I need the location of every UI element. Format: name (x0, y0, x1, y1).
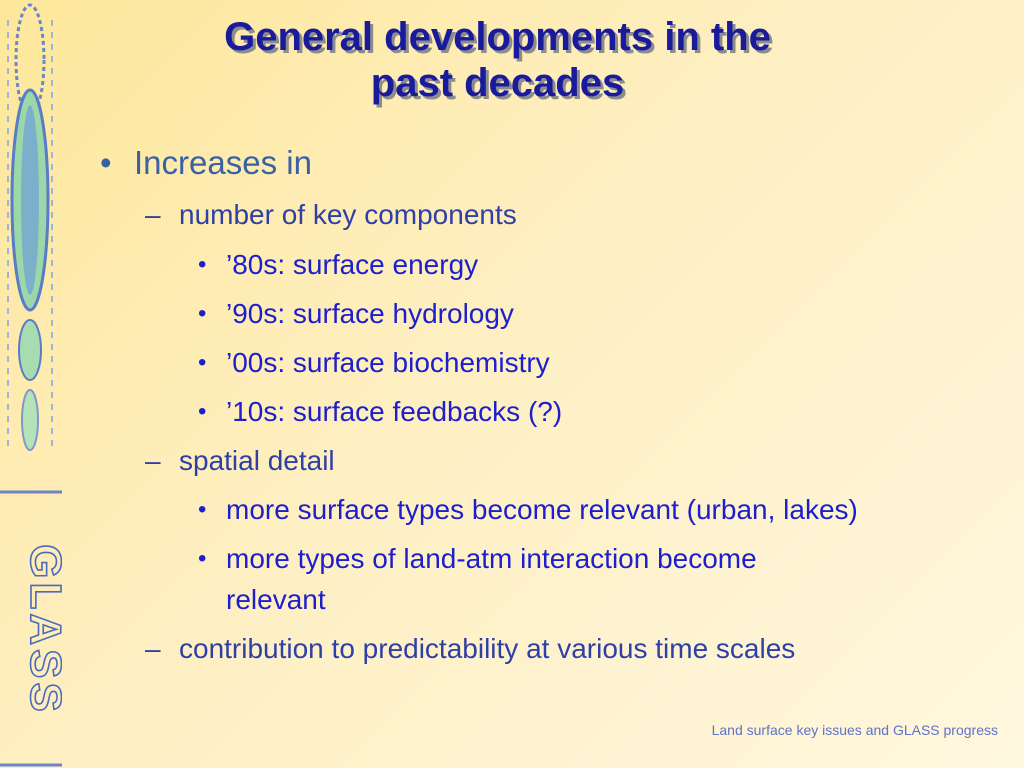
title-line-2: past decades (370, 61, 625, 105)
bullet-marker: • (198, 251, 207, 278)
sub-sub-bullet-text: ’80s: surface energy (226, 249, 479, 280)
title-line-1: General developments in the (224, 15, 771, 59)
sub-sub-bullet-text: more types of land-atm interaction becom… (226, 543, 757, 574)
sub-sub-bullet-text: ’10s: surface feedbacks (?) (226, 396, 563, 427)
sub-sub-bullet-text: ’00s: surface biochemistry (226, 347, 550, 378)
slide-footer: Land surface key issues and GLASS progre… (711, 722, 998, 738)
bullet-marker: • (198, 349, 207, 376)
side-decoration: GLASS (0, 3, 62, 767)
sub-bullet-text: number of key components (179, 199, 517, 230)
globe-decoration-icon (7, 3, 53, 451)
sub-bullet-text: contribution to predictability at variou… (179, 633, 796, 664)
glass-logo: GLASS (21, 544, 62, 716)
sub-sub-bullet-text: more surface types become relevant (urba… (226, 494, 858, 525)
sub-sub-bullet-text: ’90s: surface hydrology (226, 298, 514, 329)
bullet-marker: • (198, 496, 207, 523)
sub-sub-bullet-text: relevant (226, 584, 326, 615)
dash-marker: – (145, 199, 161, 230)
bullet-marker: • (198, 398, 207, 425)
bullet-marker: • (198, 300, 207, 327)
sub-bullet-text: spatial detail (179, 445, 335, 476)
bullet-marker: • (100, 144, 112, 181)
bullet-marker: • (198, 545, 207, 572)
dash-marker: – (145, 633, 161, 664)
dash-marker: – (145, 445, 161, 476)
bullet-text: Increases in (134, 144, 312, 181)
slide-title: General developments in the past decades (120, 14, 875, 106)
